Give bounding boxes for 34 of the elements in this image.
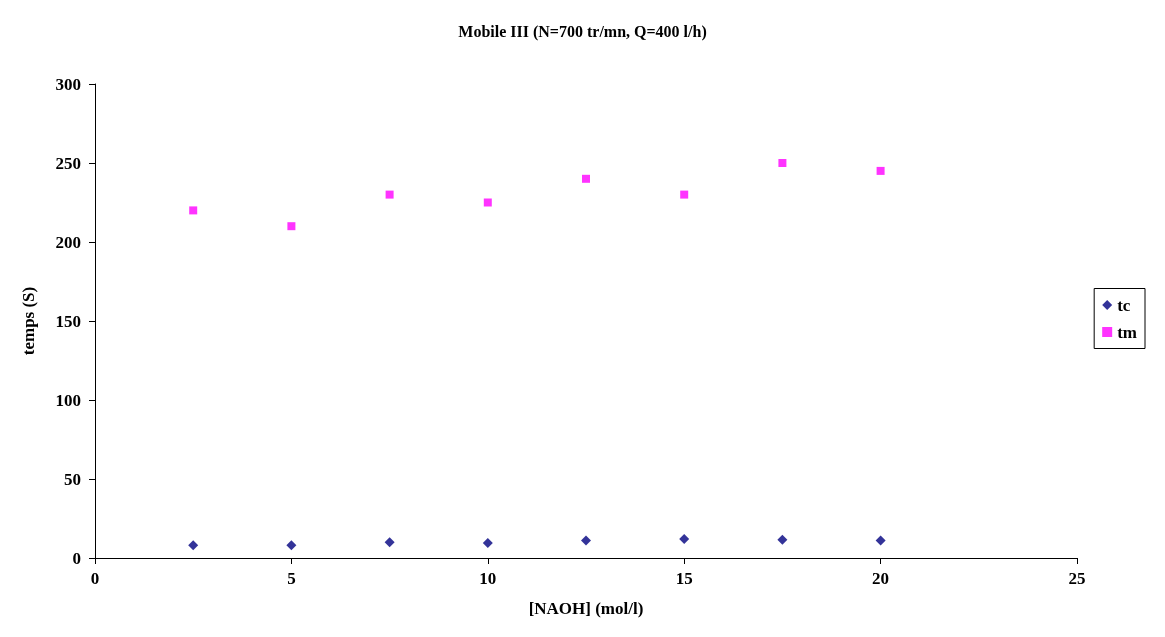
x-axis-title: [NAOH] (mol/l) <box>528 599 644 618</box>
point <box>876 166 885 175</box>
point <box>581 535 591 546</box>
point <box>680 190 689 199</box>
x-tick-label: 10 <box>479 569 497 588</box>
point <box>385 190 394 199</box>
point <box>287 222 296 231</box>
y-tick-label: 50 <box>64 469 81 489</box>
point <box>482 537 493 548</box>
point <box>875 535 886 546</box>
point <box>679 534 690 545</box>
point <box>286 540 297 551</box>
y-tick-label: 150 <box>55 311 81 331</box>
legend-label: tm <box>1117 322 1138 342</box>
x-tick-label: 25 <box>1068 569 1086 588</box>
point <box>384 537 395 548</box>
point <box>778 159 787 167</box>
chart-title: Mobile III (N=700 tr/mn, Q=400 l/h) <box>458 22 707 41</box>
legend-label: tc <box>1117 295 1131 315</box>
point <box>582 174 590 183</box>
point <box>188 540 199 551</box>
y-tick-label: 200 <box>55 232 81 252</box>
x-tick-label: 0 <box>90 569 100 588</box>
point <box>777 534 788 545</box>
y-tick-label: 250 <box>55 153 81 173</box>
y-tick-label: 100 <box>55 390 81 410</box>
y-tick-label: 300 <box>55 74 81 94</box>
point <box>483 198 492 207</box>
y-tick-label: 0 <box>72 548 81 568</box>
x-tick-label: 5 <box>287 569 296 588</box>
x-tick-label: 15 <box>675 569 693 588</box>
point <box>189 206 198 215</box>
x-tick-label: 20 <box>872 569 890 588</box>
y-axis-title: temps (S) <box>19 286 38 356</box>
